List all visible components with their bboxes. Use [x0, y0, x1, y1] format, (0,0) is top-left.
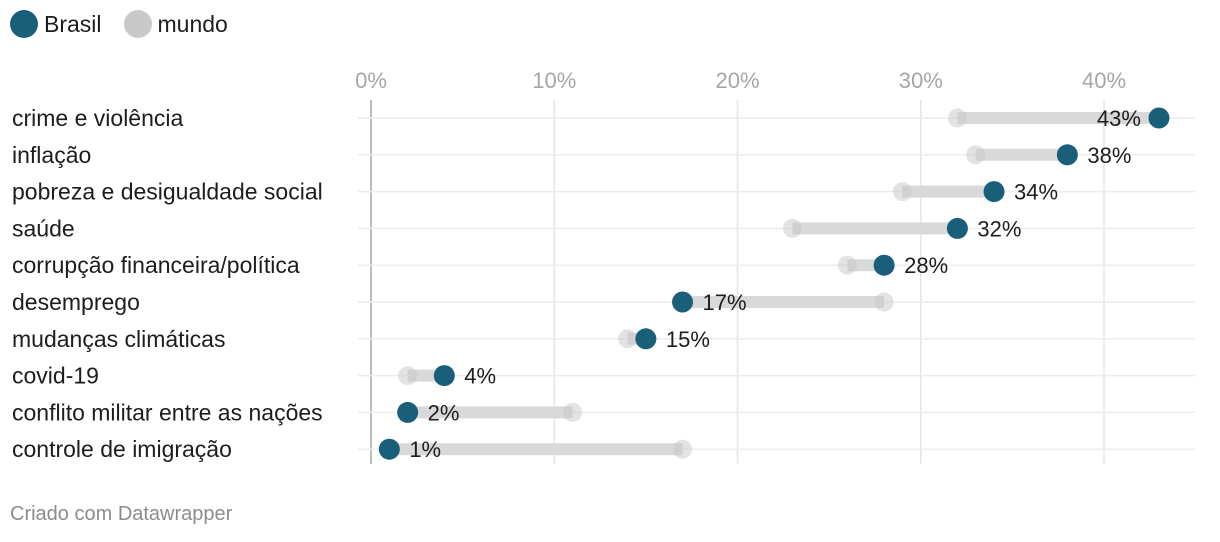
mundo-point	[947, 108, 967, 128]
mundo-point	[563, 402, 583, 422]
brasil-value-label: 1%	[409, 437, 441, 462]
brasil-value-label: 43%	[1097, 106, 1141, 131]
x-tick-label: 10%	[532, 68, 576, 93]
category-label: mudanças climáticas	[12, 326, 225, 352]
legend-swatch-brasil	[10, 10, 38, 38]
x-tick-label: 30%	[899, 68, 943, 93]
category-label: covid-19	[12, 363, 99, 389]
brasil-point	[672, 291, 694, 313]
mundo-point	[874, 292, 894, 312]
brasil-value-label: 28%	[904, 253, 948, 278]
brasil-value-label: 2%	[428, 400, 460, 425]
category-label: controle de imigração	[12, 436, 232, 462]
brasil-value-label: 38%	[1087, 143, 1131, 168]
mundo-point	[618, 329, 638, 349]
category-label: corrupção financeira/política	[12, 252, 300, 278]
brasil-point	[1148, 107, 1170, 129]
brasil-value-label: 34%	[1014, 180, 1058, 205]
brasil-point	[635, 328, 657, 350]
x-tick-label: 0%	[355, 68, 387, 93]
brasil-value-label: 15%	[666, 327, 710, 352]
mundo-point	[782, 218, 802, 238]
brasil-point	[433, 365, 455, 387]
brasil-point	[397, 401, 419, 423]
mundo-point	[892, 182, 912, 202]
legend-item-brasil: Brasil	[10, 10, 102, 38]
category-label: desemprego	[12, 289, 140, 315]
x-tick-label: 40%	[1082, 68, 1126, 93]
legend: Brasil mundo	[10, 10, 250, 38]
x-tick-label: 20%	[715, 68, 759, 93]
mundo-point	[966, 145, 986, 165]
brasil-value-label: 4%	[464, 364, 496, 389]
mundo-point	[837, 255, 857, 275]
brasil-value-label: 17%	[703, 290, 747, 315]
category-label: inflação	[12, 142, 91, 168]
legend-label-mundo: mundo	[157, 10, 228, 37]
category-label: saúde	[12, 215, 75, 241]
category-label: conflito militar entre as nações	[12, 399, 323, 425]
category-label: crime e violência	[12, 105, 183, 131]
brasil-point	[946, 217, 968, 239]
brasil-value-label: 32%	[977, 216, 1021, 241]
legend-label-brasil: Brasil	[44, 10, 102, 37]
brasil-point	[983, 181, 1005, 203]
brasil-point	[873, 254, 895, 276]
brasil-point	[1056, 144, 1078, 166]
mundo-point	[673, 439, 693, 459]
legend-swatch-mundo	[123, 10, 152, 38]
footer-credit: Criado com Datawrapper	[10, 503, 233, 525]
category-label: pobreza e desigualdade social	[12, 179, 323, 205]
legend-item-mundo: mundo	[123, 10, 228, 38]
brasil-point	[378, 438, 400, 460]
mundo-point	[398, 366, 418, 386]
